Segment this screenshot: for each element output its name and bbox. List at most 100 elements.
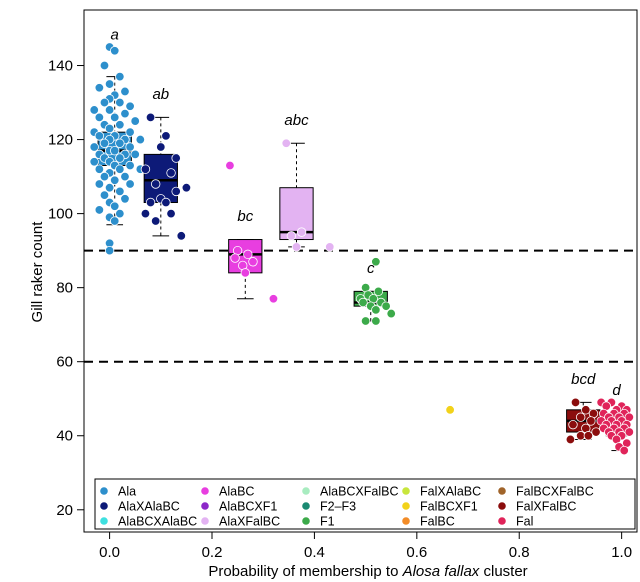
series-FalXFalBC [565, 397, 601, 445]
data-point [570, 397, 581, 408]
legend-marker [100, 517, 108, 525]
data-point [125, 179, 135, 189]
x-axis-label-suffix: cluster [479, 563, 527, 580]
data-point [230, 253, 240, 263]
data-point [581, 405, 591, 415]
x-axis-label-prefix: Probability of membership to [208, 563, 402, 580]
data-point [89, 142, 99, 152]
legend-item: AlaXFalBC [201, 515, 280, 529]
data-point [624, 427, 635, 437]
legend-label: AlaBCXAlaBC [118, 515, 197, 529]
legend-item: AlaBCXAlaBC [100, 515, 197, 529]
data-point [115, 97, 125, 108]
legend-item: AlaBCXFalBC [302, 485, 399, 499]
x-tick-label: 0.0 [99, 544, 120, 561]
legend-marker [402, 487, 410, 495]
data-point [125, 127, 135, 137]
data-point [115, 153, 125, 163]
data-point [145, 112, 156, 123]
data-point [115, 138, 125, 148]
data-point [161, 197, 171, 208]
legend-label: F1 [320, 515, 335, 529]
data-point [296, 227, 307, 237]
legend-label: AlaBCXFalBC [320, 485, 399, 499]
group-letter: c [367, 260, 375, 277]
group-letter: ab [152, 86, 169, 103]
x-axis-label-italic: Alosa fallax [402, 563, 480, 580]
data-point [94, 164, 105, 174]
group-letter: abc [284, 112, 309, 129]
legend-marker [402, 517, 410, 525]
data-point [130, 116, 140, 126]
data-point [115, 208, 125, 219]
data-point [181, 183, 192, 193]
legend-label: Ala [118, 485, 136, 499]
legend-marker [100, 502, 108, 510]
legend-marker [302, 502, 310, 510]
data-point [120, 86, 130, 97]
data-point [565, 434, 576, 445]
data-point [240, 268, 250, 278]
legend-label: AlaBCXF1 [219, 500, 277, 514]
data-point [115, 120, 125, 130]
y-tick-label: 20 [56, 502, 73, 519]
series-AlaXAlaBC [140, 112, 192, 241]
legend-item: AlaXAlaBC [100, 500, 180, 514]
data-point [99, 138, 110, 148]
y-tick-label: 60 [56, 354, 73, 371]
legend-item: F1 [302, 515, 335, 529]
y-tick-label: 100 [48, 206, 73, 223]
data-point [268, 294, 279, 304]
data-point [125, 160, 135, 171]
data-point [150, 179, 161, 189]
data-point [176, 231, 186, 241]
data-point [104, 79, 115, 89]
data-point [115, 186, 125, 197]
data-point [248, 257, 258, 267]
legend-marker [498, 502, 506, 510]
data-point [156, 142, 166, 152]
data-point [140, 208, 151, 219]
group-letter: a [111, 27, 119, 44]
data-point [381, 301, 391, 311]
data-point [120, 108, 130, 119]
data-point [89, 157, 99, 167]
legend-item: FalXAlaBC [402, 485, 481, 499]
y-tick-label: 80 [56, 280, 73, 297]
x-axis-label: Probability of membership to Alosa falla… [208, 563, 527, 580]
y-axis: 20 40 60 80 100 120 140 [48, 58, 84, 519]
data-point [135, 134, 146, 145]
data-point [120, 194, 130, 204]
data-point [94, 112, 105, 123]
data-point [130, 149, 140, 160]
legend-label: FalBC [420, 515, 455, 529]
data-point [89, 105, 99, 115]
x-tick-label: 1.0 [611, 544, 632, 561]
data-point [325, 242, 335, 252]
y-axis-label: Gill raker count [29, 221, 46, 323]
data-point [104, 105, 115, 115]
series-Fal [596, 397, 635, 456]
data-point [94, 83, 105, 93]
data-point [166, 208, 176, 219]
x-tick-label: 0.4 [304, 544, 325, 561]
legend-marker [302, 517, 310, 525]
legend-item: FalBCXFalBC [498, 485, 594, 499]
data-point [150, 216, 161, 226]
legend-label: AlaXFalBC [219, 515, 280, 529]
legend-label: FalXFalBC [516, 500, 576, 514]
y-tick-label: 120 [48, 132, 73, 149]
legend-frame [94, 478, 636, 530]
data-point [586, 416, 596, 426]
data-point [145, 197, 156, 208]
data-point [104, 245, 115, 256]
data-point [583, 431, 594, 441]
data-point [281, 138, 291, 148]
legend-item: F2–F3 [302, 500, 356, 514]
data-point [371, 316, 381, 326]
legend-item: FalBCXF1 [402, 500, 478, 514]
data-point [171, 153, 181, 163]
data-point [115, 164, 125, 174]
